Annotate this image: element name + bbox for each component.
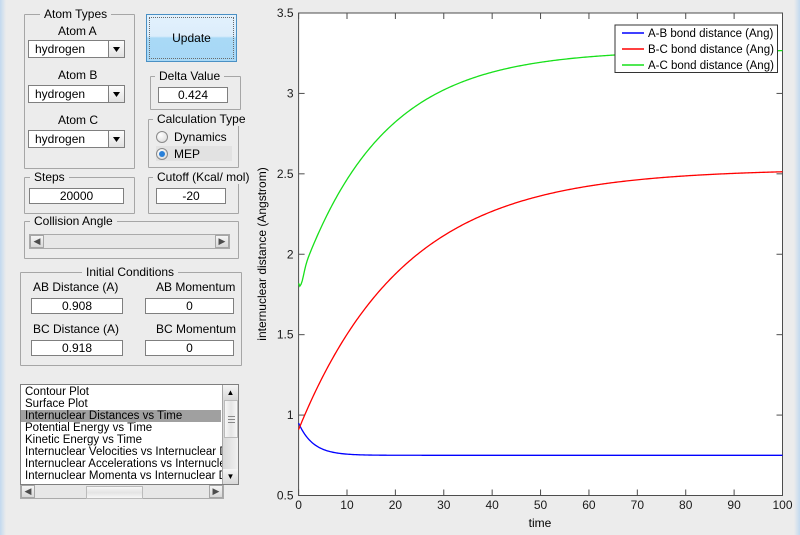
svg-text:10: 10 <box>340 498 354 512</box>
svg-text:80: 80 <box>679 498 693 512</box>
svg-text:internuclear distance (Angstro: internuclear distance (Angstrom) <box>255 167 269 340</box>
svg-text:A-B bond distance (Ang): A-B bond distance (Ang) <box>648 28 773 40</box>
svg-text:A-C bond distance (Ang): A-C bond distance (Ang) <box>648 60 774 72</box>
svg-text:1.5: 1.5 <box>277 328 294 342</box>
svg-text:70: 70 <box>631 498 645 512</box>
svg-text:0.5: 0.5 <box>277 489 294 503</box>
svg-text:20: 20 <box>389 498 403 512</box>
svg-text:90: 90 <box>727 498 741 512</box>
svg-text:3.5: 3.5 <box>277 6 294 20</box>
svg-text:100: 100 <box>772 498 792 512</box>
svg-text:0: 0 <box>295 498 302 512</box>
svg-text:3: 3 <box>287 87 294 101</box>
svg-text:2.5: 2.5 <box>277 167 294 181</box>
svg-text:time: time <box>529 516 552 530</box>
svg-text:60: 60 <box>582 498 596 512</box>
svg-text:40: 40 <box>485 498 499 512</box>
svg-text:B-C bond distance (Ang): B-C bond distance (Ang) <box>648 44 774 56</box>
svg-text:1: 1 <box>287 408 294 422</box>
svg-text:50: 50 <box>534 498 548 512</box>
svg-text:2: 2 <box>287 247 294 261</box>
svg-text:30: 30 <box>437 498 451 512</box>
